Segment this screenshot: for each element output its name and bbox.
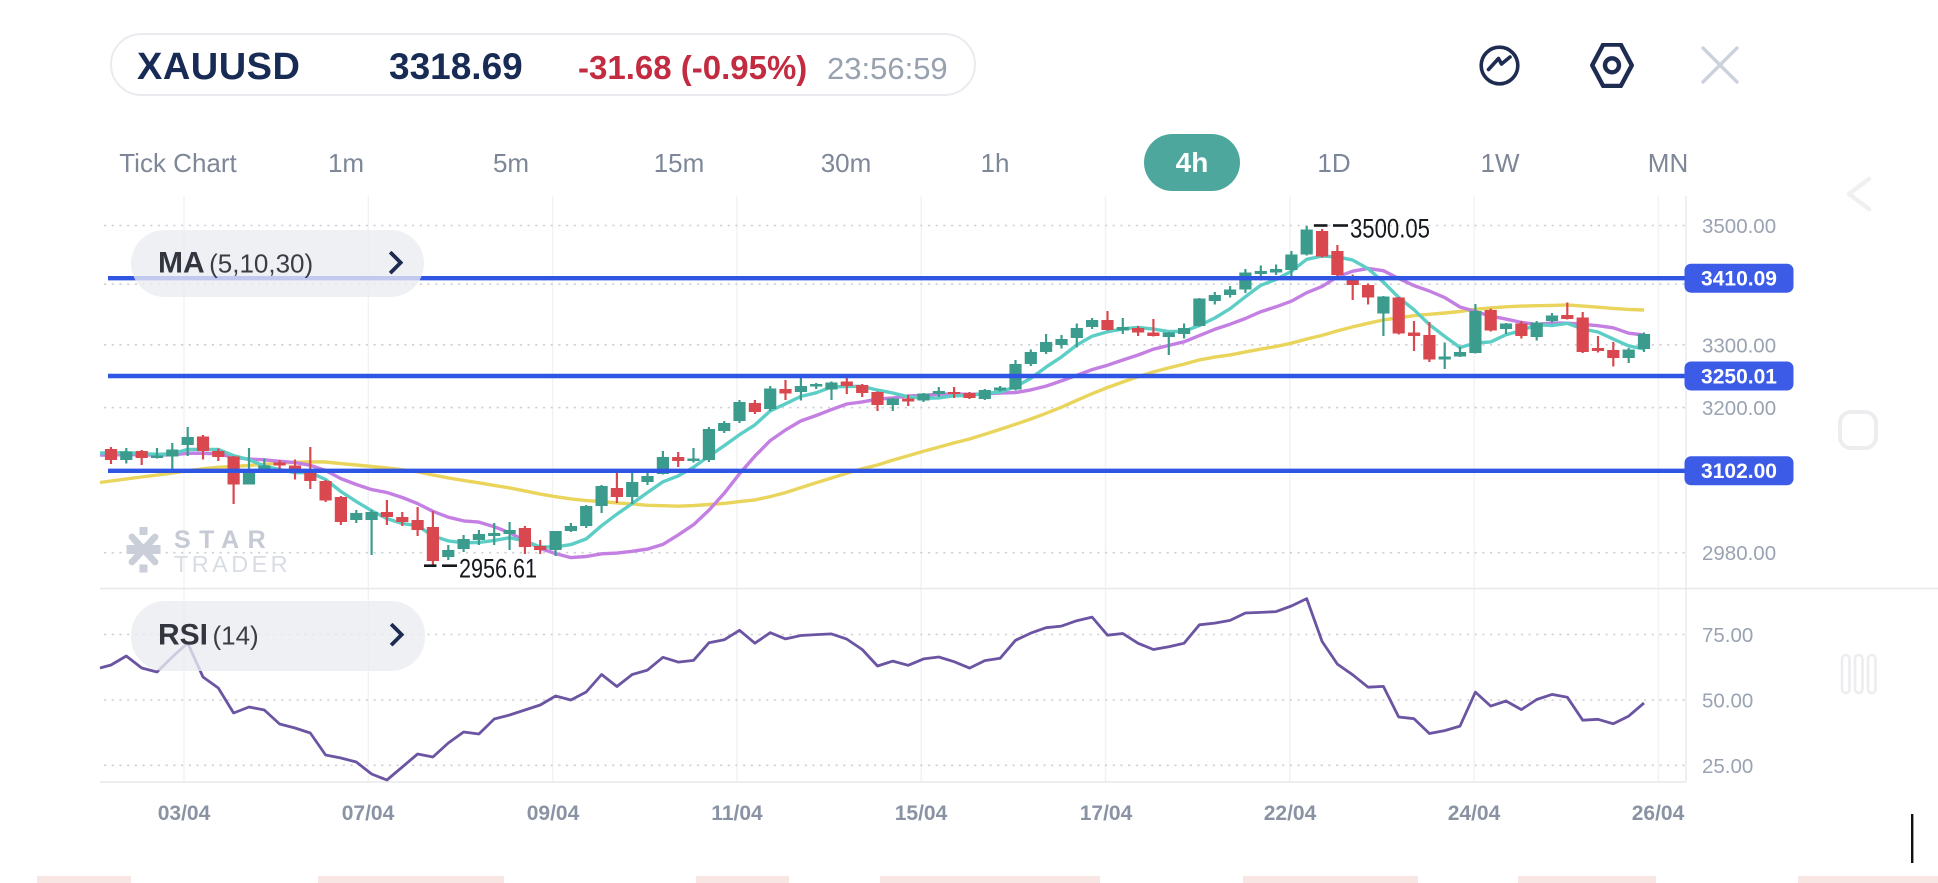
svg-text:03/04: 03/04 [158, 802, 211, 825]
svg-text:25.00: 25.00 [1702, 755, 1753, 778]
svg-text:11/04: 11/04 [711, 802, 763, 825]
svg-text:3102.00: 3102.00 [1701, 460, 1777, 483]
svg-text:24/04: 24/04 [1448, 802, 1501, 825]
svg-text:26/04: 26/04 [1632, 802, 1685, 825]
svg-text:50.00: 50.00 [1702, 690, 1753, 713]
svg-text:STAR: STAR [174, 526, 274, 554]
svg-text:3250.01: 3250.01 [1701, 365, 1777, 388]
svg-text:2956.61: 2956.61 [459, 554, 537, 584]
svg-text:75.00: 75.00 [1702, 624, 1753, 647]
svg-text:TRADER: TRADER [174, 551, 291, 577]
svg-text:3410.09: 3410.09 [1701, 268, 1777, 291]
svg-text:3300.00: 3300.00 [1702, 334, 1776, 357]
svg-text:2980.00: 2980.00 [1702, 542, 1776, 565]
svg-text:07/04: 07/04 [342, 802, 395, 825]
svg-text:15/04: 15/04 [895, 802, 948, 825]
svg-text:3200.00: 3200.00 [1702, 397, 1776, 420]
svg-text:09/04: 09/04 [527, 802, 580, 825]
svg-text:3500.00: 3500.00 [1702, 215, 1776, 238]
svg-text:17/04: 17/04 [1080, 802, 1133, 825]
svg-text:22/04: 22/04 [1264, 802, 1317, 825]
svg-text:3500.05: 3500.05 [1350, 214, 1430, 244]
